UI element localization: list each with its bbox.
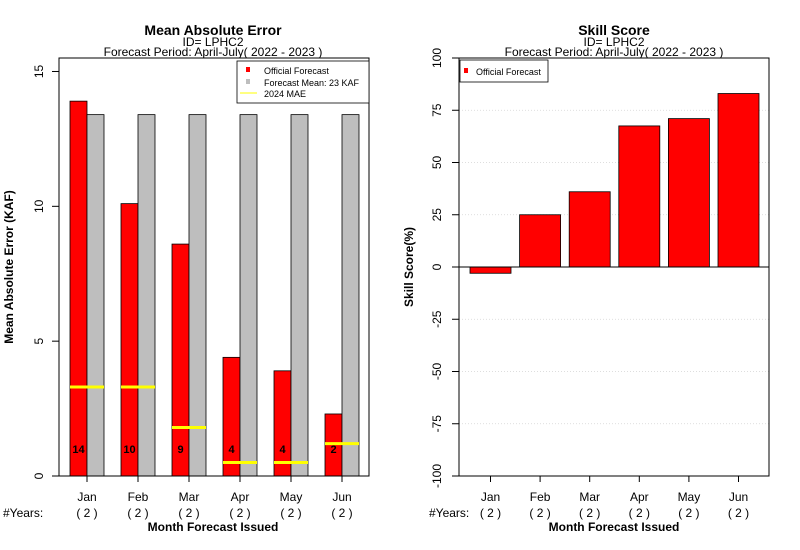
left-bar-mean (188, 114, 207, 477)
left-years-value: ( 2 ) (76, 506, 97, 520)
left-years-value: ( 2 ) (178, 506, 199, 520)
left-legend-mae-label: 2024 MAE (264, 89, 306, 99)
left-chart-marks: 0 5 10 15 14 Jan ( 2 ) 10 Feb ( 2 ) 9 Mar ( 2 ) 4 Apr (… (32, 64, 360, 520)
left-subtitle-period: Forecast Period: April-July( 2022 - 2023… (104, 45, 323, 59)
right-y-tick-label: 75 (430, 103, 444, 117)
right-years-value: ( 2 ) (579, 506, 600, 520)
left-plot-frame (58, 57, 370, 477)
left-bar-label: 4 (228, 444, 235, 456)
left-legend-mean-swatch (246, 79, 250, 84)
left-years-value: ( 2 ) (280, 506, 301, 520)
left-years-label: #Years: (3, 506, 43, 520)
right-title: Skill Score (578, 22, 650, 38)
left-bar-label: 9 (177, 444, 183, 456)
right-x-tick-label: Jan (481, 490, 500, 504)
right-y-tick-label: 25 (430, 208, 444, 222)
right-bar-official (469, 266, 512, 274)
right-xlabel: Month Forecast Issued (549, 520, 680, 534)
left-bar-mean (341, 114, 360, 477)
left-bar-official (69, 100, 88, 477)
left-bar-label: 4 (279, 444, 286, 456)
left-bar-label: 14 (72, 444, 85, 456)
right-x-tick-label: Feb (530, 490, 551, 504)
right-x-tick-label: May (678, 490, 701, 504)
left-bar-mean (290, 114, 309, 477)
right-panel: Skill Score ID= LPHC2 Forecast Period: A… (402, 22, 770, 534)
right-y-tick-label: -100 (430, 464, 444, 488)
right-legend-box (459, 59, 549, 83)
left-bar-official (171, 243, 190, 477)
left-y-tick-label: 15 (32, 64, 46, 78)
left-y-tick-label: 0 (32, 472, 46, 479)
right-legend: Official Forecast (459, 59, 549, 83)
right-bar-official (618, 125, 661, 268)
right-years-value: ( 2 ) (629, 506, 650, 520)
left-legend: Official Forecast Forecast Mean: 23 KAF … (236, 60, 370, 104)
left-legend-box (236, 60, 370, 104)
right-years-value: ( 2 ) (480, 506, 501, 520)
left-x-tick-label: Feb (128, 490, 149, 504)
left-x-tick-label: Jun (332, 490, 351, 504)
left-subtitle-id: ID= LPHC2 (182, 35, 243, 49)
left-panel: Mean Absolute Error ID= LPHC2 Forecast P… (2, 22, 370, 534)
left-bar-official (222, 356, 241, 477)
left-y-tick-label: 10 (32, 199, 46, 213)
left-years-value: ( 2 ) (229, 506, 250, 520)
right-x-tick-label: Mar (579, 490, 600, 504)
left-years-value: ( 2 ) (127, 506, 148, 520)
left-bar-label: 10 (123, 444, 135, 456)
right-y-tick-label: -25 (430, 310, 444, 328)
right-x-tick-label: Jun (729, 490, 748, 504)
left-years-value: ( 2 ) (331, 506, 352, 520)
right-y-tick-label: 50 (430, 156, 444, 170)
left-x-tick-label: Apr (231, 490, 250, 504)
left-x-tick-label: Mar (179, 490, 200, 504)
right-years-value: ( 2 ) (529, 506, 550, 520)
left-bar-mean (86, 114, 105, 477)
left-title: Mean Absolute Error (144, 22, 282, 38)
left-bar-label: 2 (330, 444, 336, 456)
left-legend-official-swatch (246, 67, 250, 72)
left-x-tick-label: May (280, 490, 303, 504)
left-bar-mean (137, 114, 156, 477)
right-subtitle-period: Forecast Period: April-July( 2022 - 2023… (505, 45, 724, 59)
right-ylabel: Skill Score(%) (402, 227, 416, 307)
left-ylabel: Mean Absolute Error (KAF) (2, 190, 16, 344)
right-subtitle-id: ID= LPHC2 (583, 35, 644, 49)
left-bar-official (120, 203, 139, 477)
left-y-tick-label: 5 (32, 338, 46, 345)
left-xlabel: Month Forecast Issued (148, 520, 279, 534)
right-chart-marks: -100 -75 -50 -25 0 25 50 75 100 Jan ( 2 ) Feb ( 2 ) M… (430, 48, 769, 520)
right-y-tick-label: -75 (430, 415, 444, 433)
right-years-label: #Years: (429, 506, 469, 520)
left-x-tick-label: Jan (77, 490, 96, 504)
left-legend-mean-label: Forecast Mean: 23 KAF (264, 78, 360, 88)
right-bar-official (519, 214, 561, 268)
left-legend-official-label: Official Forecast (264, 66, 329, 76)
right-bar-official (568, 191, 611, 268)
right-y-tick-label: 0 (430, 263, 444, 270)
right-y-tick-label: -50 (430, 363, 444, 381)
right-bar-official (668, 118, 710, 268)
right-years-value: ( 2 ) (678, 506, 699, 520)
left-bar-mean (239, 114, 258, 477)
right-legend-official-swatch (464, 68, 468, 73)
right-y-tick-label: 100 (430, 48, 444, 68)
right-x-tick-label: Apr (630, 490, 649, 504)
right-bar-official (717, 93, 760, 268)
right-legend-official-label: Official Forecast (476, 67, 541, 77)
left-bar-official (273, 370, 292, 477)
right-plot-frame (458, 57, 770, 477)
right-years-value: ( 2 ) (728, 506, 749, 520)
